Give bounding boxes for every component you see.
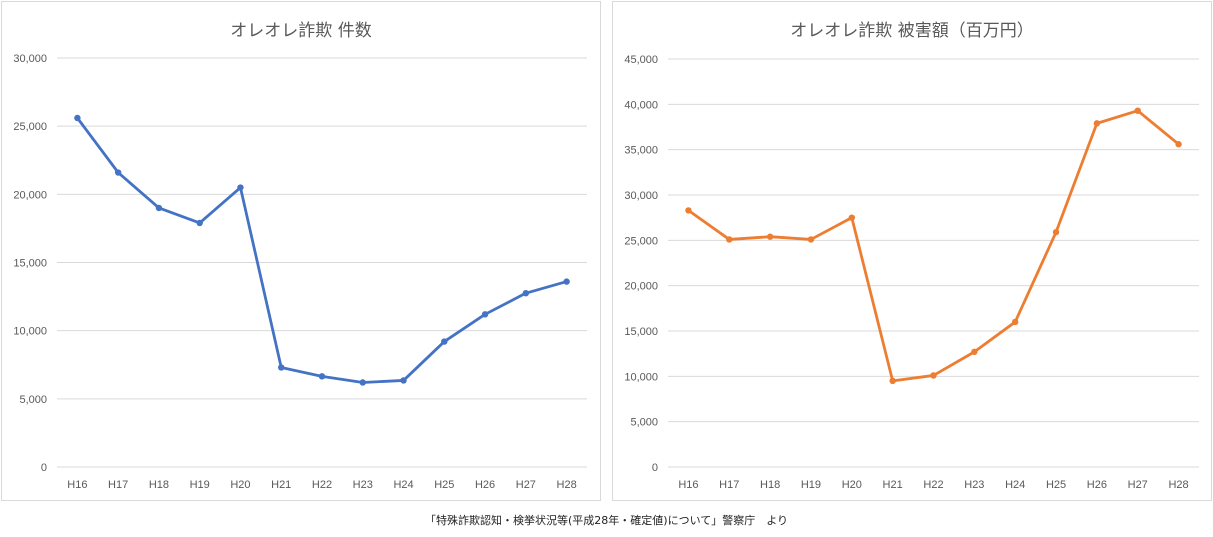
y-tick-label: 25,000	[624, 235, 658, 247]
series-line	[75, 116, 569, 384]
x-tick-label: H21	[271, 479, 291, 491]
y-tick-label: 5,000	[630, 417, 658, 429]
data-point	[1134, 107, 1141, 114]
x-tick-label: H24	[393, 479, 413, 491]
x-tick-label: H22	[312, 479, 332, 491]
data-point	[1175, 141, 1182, 148]
data-point	[359, 379, 366, 386]
x-tick-label: H16	[678, 479, 698, 491]
x-tick-label: H18	[149, 479, 169, 491]
x-tick-label: H28	[557, 479, 577, 491]
x-tick-label: H16	[67, 479, 87, 491]
y-tick-label: 15,000	[624, 326, 658, 338]
x-tick-label: H24	[1005, 479, 1025, 491]
x-tick-label: H27	[516, 479, 536, 491]
data-point	[441, 338, 448, 345]
x-tick-label: H20	[842, 479, 862, 491]
x-tick-label: H22	[923, 479, 943, 491]
x-tick-label: H19	[190, 479, 210, 491]
y-tick-label: 25,000	[13, 121, 47, 133]
data-point	[74, 114, 81, 122]
data-point	[237, 184, 244, 191]
x-tick-label: H18	[760, 479, 780, 491]
y-tick-label: 35,000	[624, 145, 658, 157]
x-tick-label: H28	[1168, 479, 1188, 491]
y-tick-label: 10,000	[624, 371, 658, 383]
y-tick-label: 0	[652, 462, 658, 474]
x-tick-label: H26	[1087, 479, 1107, 491]
data-point	[155, 204, 163, 212]
data-point	[114, 169, 122, 176]
x-tick-label: H21	[883, 479, 903, 491]
chart-title-count: オレオレ詐欺 件数	[230, 21, 372, 41]
y-tick-label: 0	[41, 462, 47, 474]
chart-panel-count: オレオレ詐欺 件数 0 5,000 10,000 15,000 20,000 25,000…	[1, 1, 601, 501]
source-caption: 「特殊詐欺認知・検挙状況等(平成28年・確定値)について」警察庁 より	[424, 514, 789, 527]
x-tick-label: H17	[719, 479, 739, 491]
x-tick-label: H25	[1046, 479, 1066, 491]
y-tick-label: 15,000	[13, 258, 47, 270]
data-point	[685, 207, 692, 214]
x-tick-label: H23	[353, 479, 373, 491]
series-line	[687, 109, 1180, 383]
data-point	[807, 236, 815, 243]
y-tick-label: 30,000	[624, 190, 658, 202]
x-tick-label: H26	[475, 479, 495, 491]
y-tick-label: 45,000	[624, 54, 658, 66]
data-point	[766, 233, 774, 240]
y-tick-label: 5,000	[19, 394, 47, 406]
x-tick-label: H20	[230, 479, 250, 491]
data-point	[1011, 318, 1019, 326]
line-chart-count: 0 5,000 10,000 15,000 20,000 25,000 30,000 H16 H…	[13, 53, 587, 491]
chart-title-damage: オレオレ詐欺 被害額（百万円）	[790, 21, 1034, 41]
data-point	[563, 278, 570, 285]
x-tick-label: H23	[964, 479, 984, 491]
data-point	[1093, 120, 1101, 127]
data-point	[278, 364, 285, 371]
x-tick-label: H27	[1128, 479, 1148, 491]
chart-panel-damage: オレオレ詐欺 被害額（百万円） 0 5,000 10,000 15,000 20,000…	[612, 1, 1212, 501]
data-point	[889, 377, 896, 385]
data-point	[400, 377, 407, 384]
data-point	[1052, 228, 1060, 236]
x-tick-label: H25	[434, 479, 454, 491]
line-chart-damage: 0 5,000 10,000 15,000 20,000 25,000 30,000 35,0…	[624, 54, 1199, 491]
data-point	[971, 348, 978, 356]
y-tick-label: 10,000	[13, 326, 47, 338]
y-tick-label: 40,000	[624, 99, 658, 111]
data-point	[196, 219, 203, 227]
data-point	[318, 373, 326, 380]
y-tick-label: 30,000	[13, 53, 47, 65]
x-tick-label: H19	[801, 479, 821, 491]
data-point	[930, 372, 937, 379]
data-point	[848, 214, 856, 221]
data-point	[522, 289, 530, 297]
y-tick-label: 20,000	[624, 281, 658, 293]
x-tick-label: H17	[108, 479, 128, 491]
data-point	[726, 236, 733, 243]
data-point	[481, 311, 489, 318]
y-tick-label: 20,000	[13, 189, 47, 201]
